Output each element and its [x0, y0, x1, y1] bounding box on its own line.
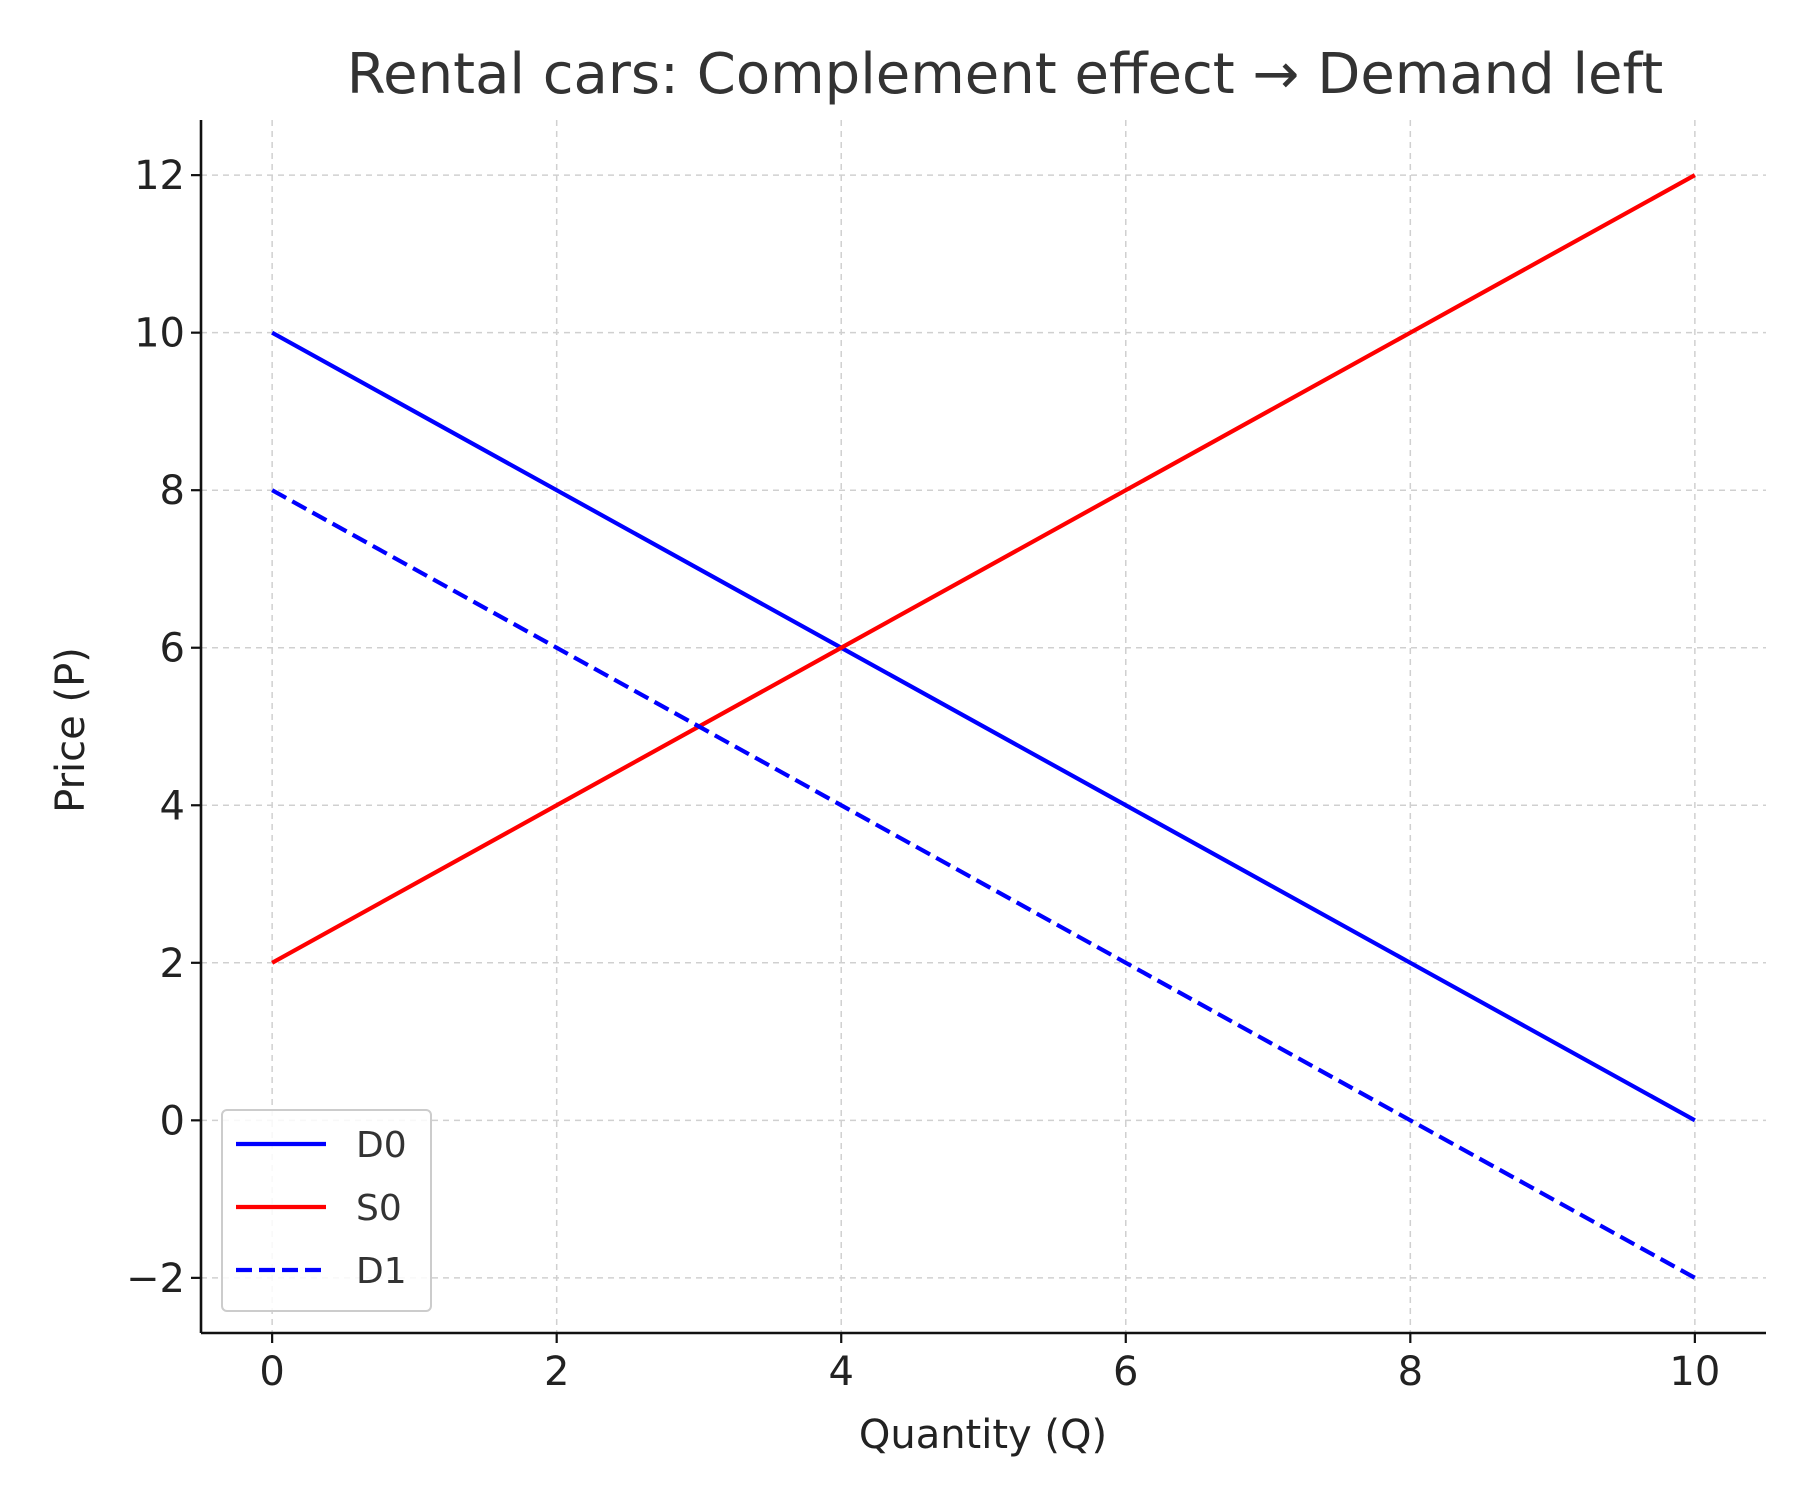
plot-series: [271, 173, 1696, 1280]
y-tick-label: 6: [160, 626, 185, 672]
y-axis-label: Price (P): [48, 647, 94, 813]
y-tick-label: 10: [134, 311, 185, 357]
x-tick-label: 2: [544, 1349, 569, 1395]
y-tick-label: 2: [160, 941, 185, 987]
legend-label-d0: D0: [356, 1125, 407, 1166]
grid-lines: [201, 120, 1766, 1333]
x-tick-label: 10: [1669, 1349, 1720, 1395]
x-axis-label: Quantity (Q): [859, 1412, 1107, 1458]
y-axis-ticks: −2 0 2 4 6 8 10 12: [126, 153, 201, 1302]
x-axis-ticks: 0 2 4 6 8 10: [259, 1333, 1720, 1395]
series-line-s0: [271, 173, 1696, 965]
y-tick-label: 12: [134, 153, 185, 199]
axes: [199, 120, 1766, 1335]
legend-frame: [221, 1109, 432, 1312]
series-line-d1: [271, 488, 1696, 1280]
x-tick-label: 8: [1398, 1349, 1423, 1395]
x-tick-label: 4: [829, 1349, 854, 1395]
series-line-d0: [271, 330, 1696, 1123]
x-tick-label: 0: [259, 1349, 284, 1395]
y-tick-label: 4: [160, 783, 185, 829]
y-tick-label: 0: [160, 1098, 185, 1144]
chart-title: Rental cars: Complement effect → Demand …: [347, 42, 1663, 107]
legend: D0 S0 D1: [221, 1109, 432, 1312]
y-tick-label: −2: [126, 1256, 185, 1302]
legend-label-d1: D1: [356, 1251, 407, 1292]
x-tick-label: 6: [1113, 1349, 1138, 1395]
y-tick-label: 8: [160, 468, 185, 514]
legend-label-s0: S0: [356, 1188, 402, 1229]
legend-entries: D0 S0 D1: [236, 1125, 407, 1292]
